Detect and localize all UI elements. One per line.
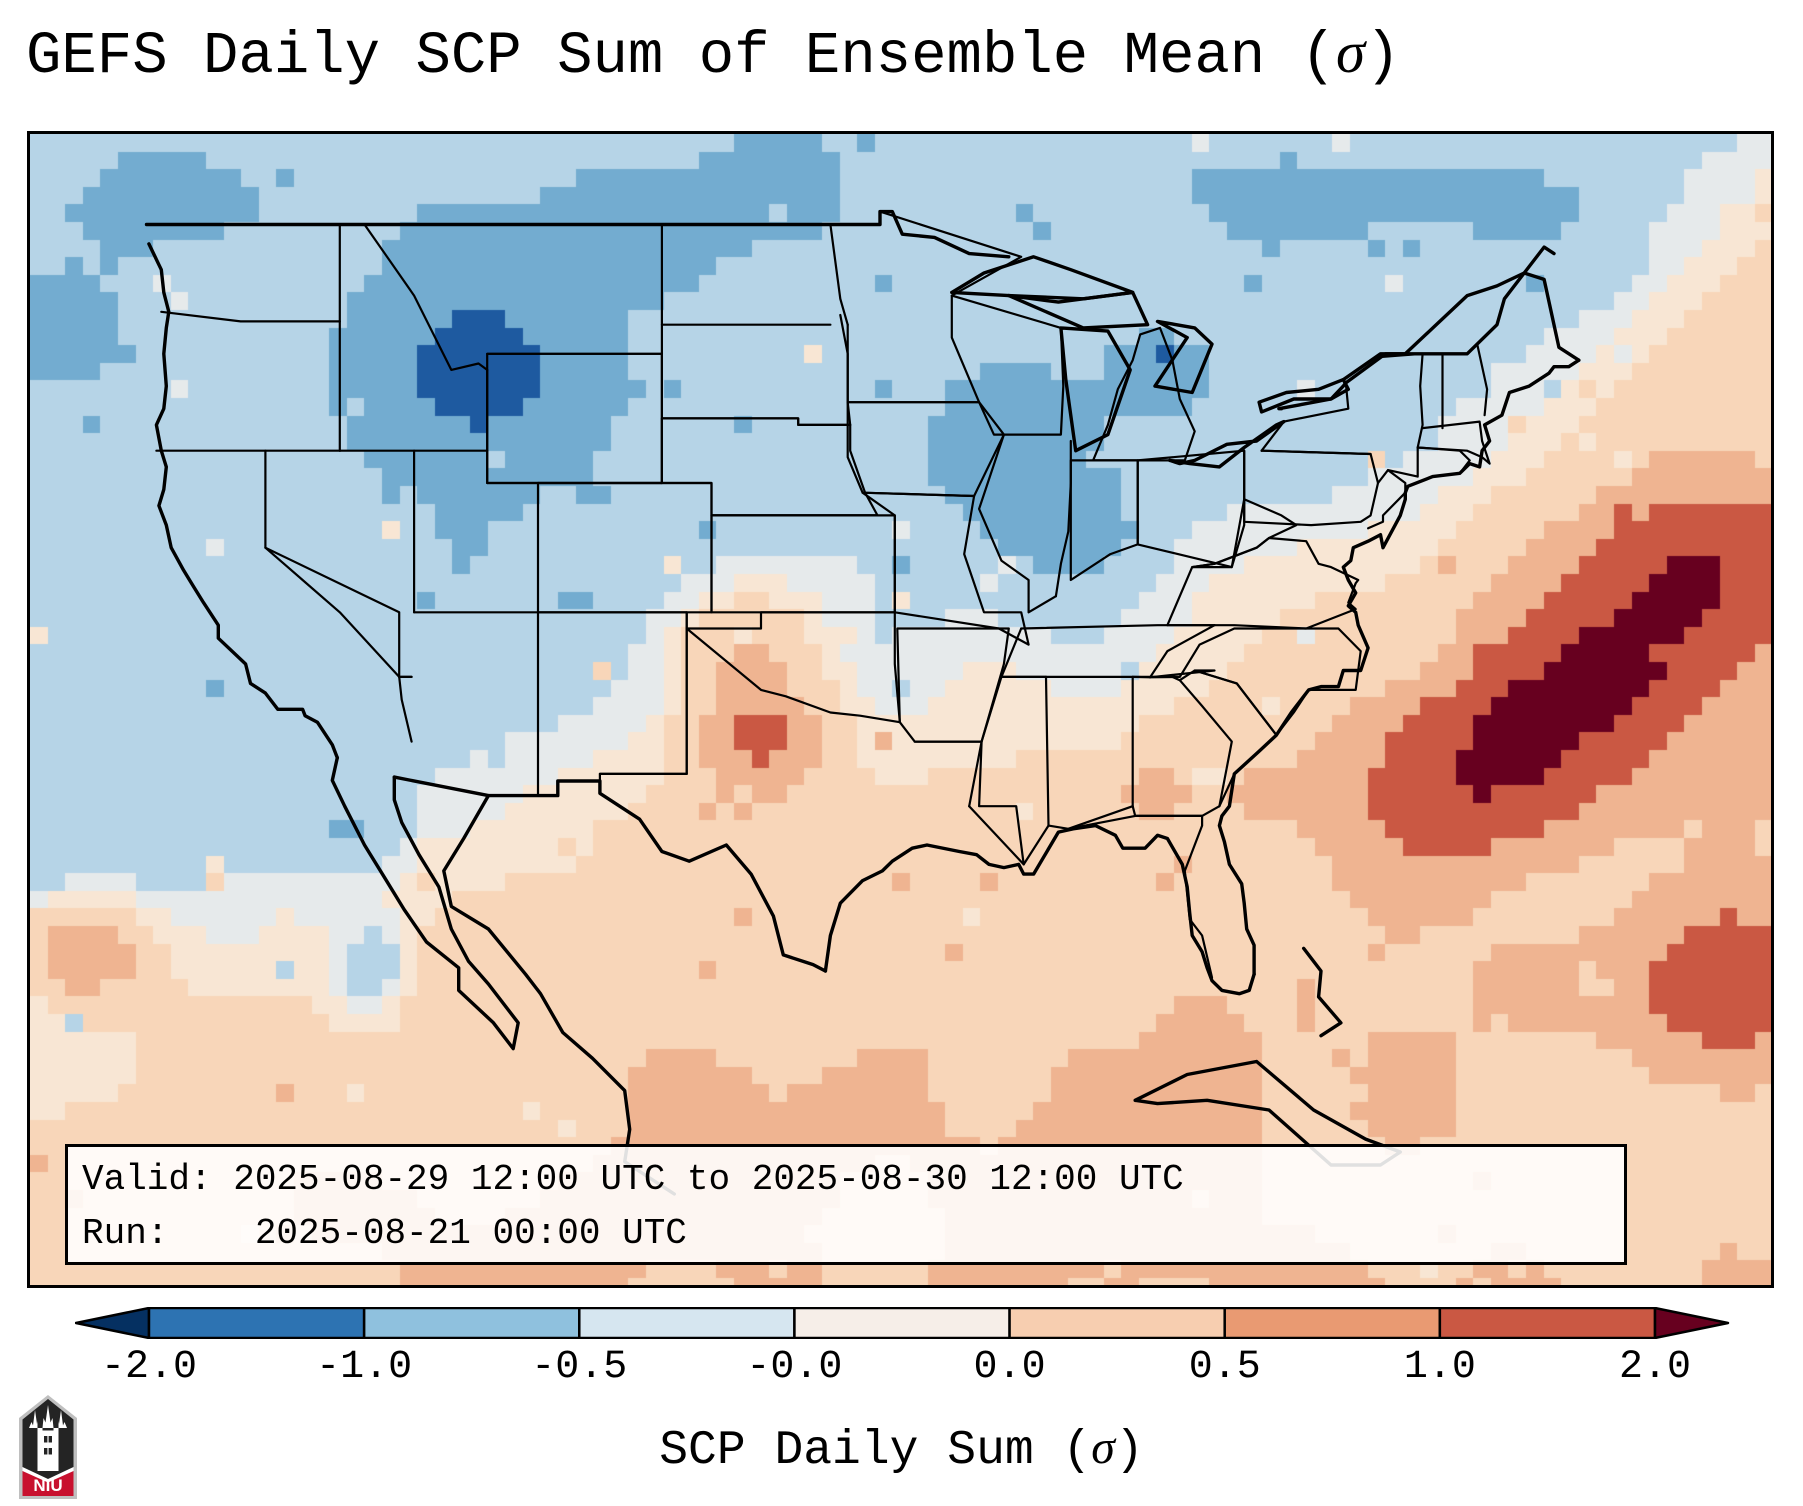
svg-text:NIU: NIU <box>33 1476 62 1495</box>
